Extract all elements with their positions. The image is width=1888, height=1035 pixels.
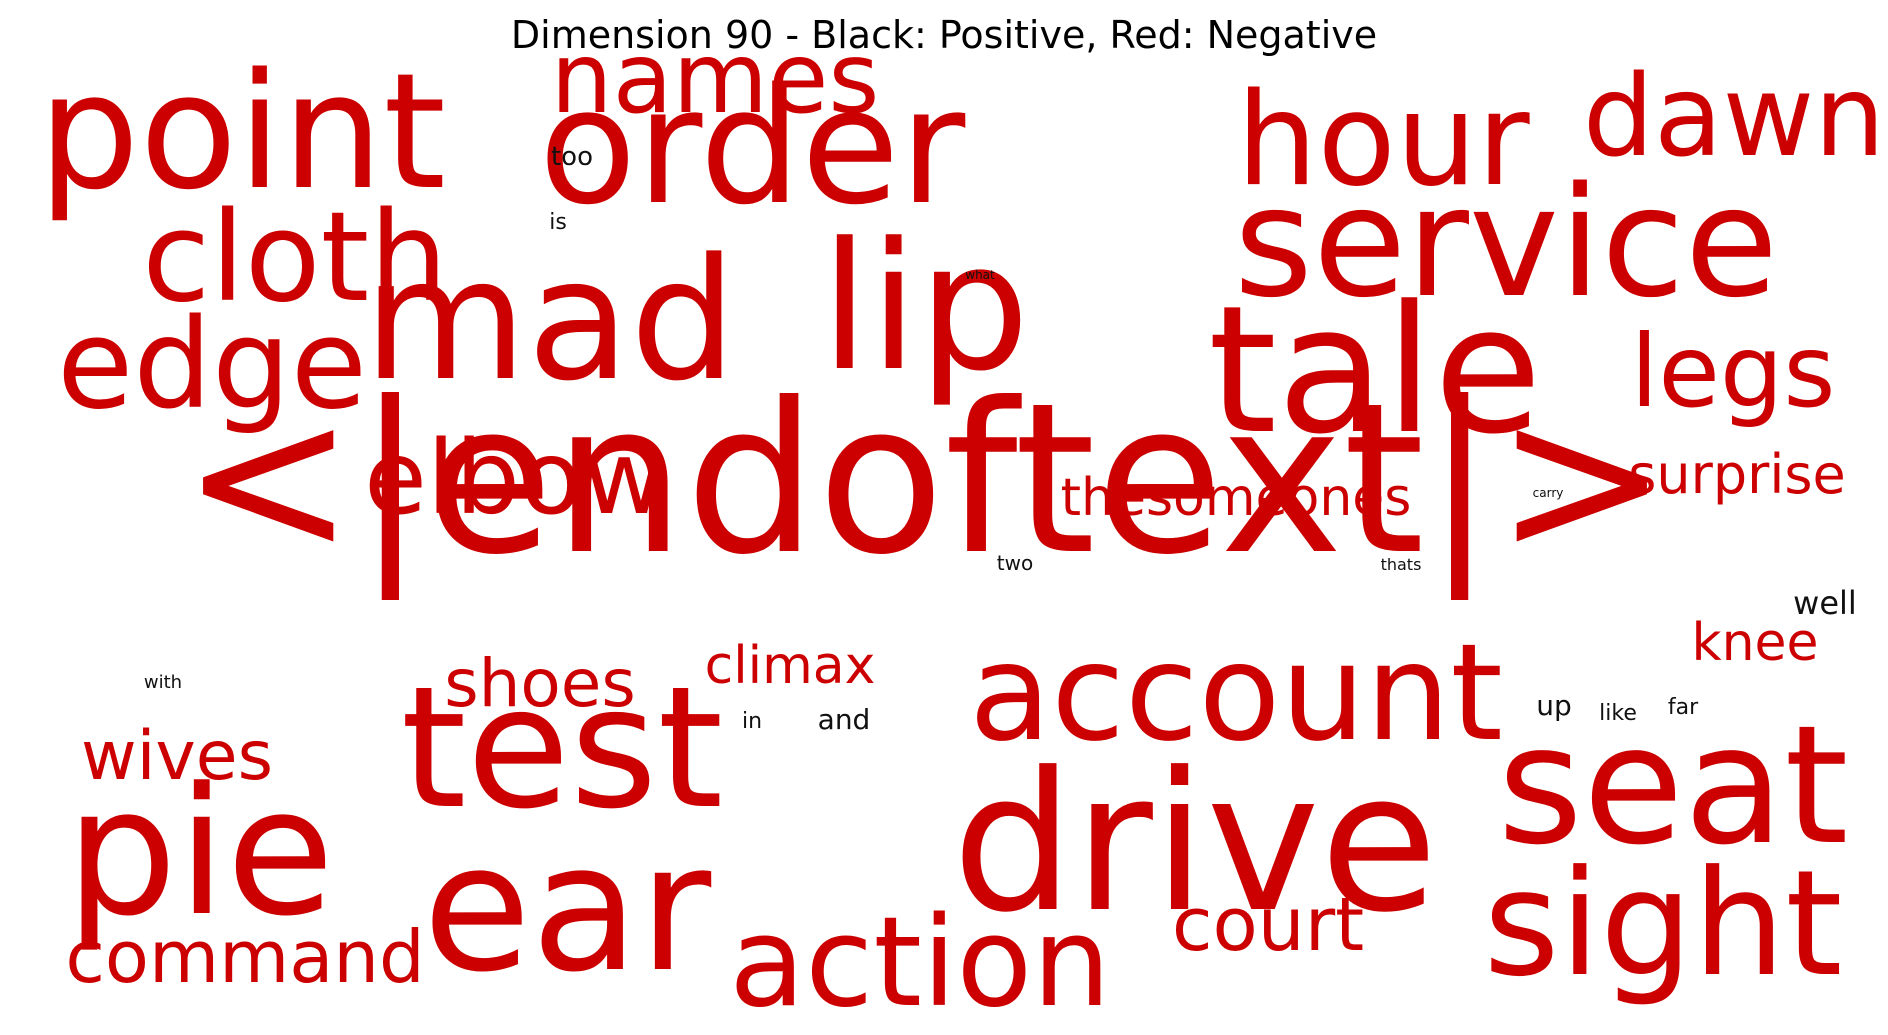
word-test: test bbox=[400, 650, 724, 846]
word-with: with bbox=[143, 672, 183, 693]
word-cloud: <|endoftext|> point order names hour daw… bbox=[37, 22, 1886, 1025]
word-cloth: cloth bbox=[142, 186, 448, 330]
word-far: far bbox=[1667, 695, 1699, 720]
word-thats: thats bbox=[1380, 555, 1422, 574]
word-elbow: elbow bbox=[364, 419, 666, 538]
word-legs: legs bbox=[1630, 313, 1836, 430]
word-up: up bbox=[1536, 689, 1572, 722]
word-too: too bbox=[550, 142, 594, 172]
word-pie: pie bbox=[65, 750, 335, 955]
word-point: point bbox=[37, 38, 447, 225]
word-lip: lip bbox=[820, 205, 1030, 410]
figure-title: Dimension 90 - Black: Positive, Red: Neg… bbox=[510, 13, 1378, 57]
word-is: is bbox=[549, 210, 567, 235]
word-service: service bbox=[1233, 154, 1779, 331]
word-surprise: surprise bbox=[1628, 443, 1846, 506]
word-wives: wives bbox=[80, 717, 274, 796]
word-what: what bbox=[965, 268, 995, 282]
word-hour: hour bbox=[1236, 66, 1530, 215]
word-ear: ear bbox=[422, 806, 712, 1011]
word-names: names bbox=[550, 22, 880, 136]
word-sight: sight bbox=[1483, 839, 1843, 1009]
word-knee: knee bbox=[1691, 613, 1819, 673]
word-action: action bbox=[729, 891, 1111, 1035]
word-account: account bbox=[969, 615, 1503, 771]
word-and: and bbox=[817, 703, 871, 736]
word-thesomeones: thesomeones bbox=[1060, 468, 1412, 528]
word-court: court bbox=[1171, 882, 1365, 968]
word-seat: seat bbox=[1497, 690, 1849, 881]
word-endoftext: <|endoftext|> bbox=[181, 359, 1669, 601]
word-dawn: dawn bbox=[1582, 52, 1886, 182]
word-tale: tale bbox=[1207, 268, 1543, 473]
word-edge: edge bbox=[57, 293, 367, 437]
word-command: command bbox=[65, 915, 425, 999]
word-climax: climax bbox=[704, 636, 876, 696]
word-well: well bbox=[1793, 584, 1857, 622]
word-in: in bbox=[741, 709, 763, 734]
word-drive: drive bbox=[952, 732, 1438, 955]
word-like: like bbox=[1599, 701, 1637, 726]
word-carry: carry bbox=[1532, 486, 1564, 500]
word-shoes: shoes bbox=[444, 645, 636, 722]
word-order: order bbox=[538, 53, 966, 240]
word-cloud-figure: Dimension 90 - Black: Positive, Red: Neg… bbox=[37, 13, 1886, 1025]
word-two: two bbox=[996, 551, 1034, 575]
word-mad: mad bbox=[363, 222, 737, 418]
